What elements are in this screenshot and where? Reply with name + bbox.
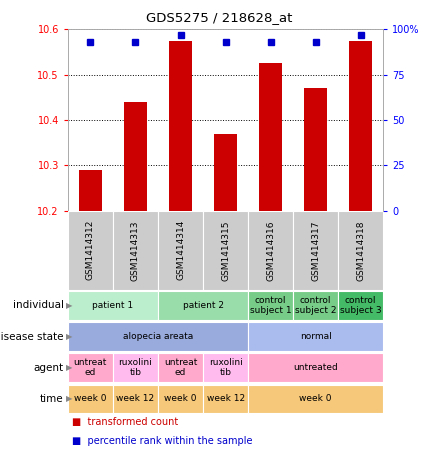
Text: week 0: week 0 [164, 395, 197, 404]
Bar [338, 291, 383, 320]
Bar [214, 134, 237, 211]
Bar [350, 41, 372, 211]
Text: ruxolini
tib: ruxolini tib [208, 358, 243, 377]
Text: GSM1414314: GSM1414314 [176, 220, 185, 280]
Bar [293, 291, 338, 320]
Bar [248, 353, 383, 382]
Text: week 12: week 12 [206, 395, 245, 404]
Bar [113, 211, 158, 290]
Text: disease state: disease state [0, 332, 64, 342]
Bar [259, 63, 282, 211]
Text: week 12: week 12 [117, 395, 155, 404]
Text: ▶: ▶ [66, 301, 72, 310]
Text: GDS5275 / 218628_at: GDS5275 / 218628_at [146, 11, 292, 24]
Bar [158, 211, 203, 290]
Bar [338, 211, 383, 290]
Text: ruxolini
tib: ruxolini tib [119, 358, 152, 377]
Bar [68, 211, 113, 290]
Text: control
subject 3: control subject 3 [340, 296, 381, 315]
Bar [68, 323, 248, 351]
Text: GSM1414318: GSM1414318 [356, 220, 365, 280]
Bar [158, 353, 203, 382]
Bar [248, 211, 293, 290]
Text: ▶: ▶ [66, 395, 72, 404]
Bar [203, 211, 248, 290]
Bar [248, 323, 383, 351]
Bar [113, 353, 158, 382]
Text: control
subject 1: control subject 1 [250, 296, 291, 315]
Text: untreated: untreated [293, 363, 338, 372]
Text: patient 1: patient 1 [92, 301, 134, 310]
Bar [169, 41, 192, 211]
Text: ■  transformed count: ■ transformed count [72, 417, 179, 427]
Text: untreat
ed: untreat ed [74, 358, 107, 377]
Text: GSM1414312: GSM1414312 [86, 220, 95, 280]
Bar [79, 170, 102, 211]
Text: ▶: ▶ [66, 363, 72, 372]
Bar [68, 353, 113, 382]
Bar [248, 291, 293, 320]
Bar [248, 385, 383, 413]
Bar [124, 102, 147, 211]
Bar [304, 88, 327, 211]
Text: untreat
ed: untreat ed [164, 358, 197, 377]
Text: ▶: ▶ [66, 332, 72, 341]
Text: GSM1414313: GSM1414313 [131, 220, 140, 280]
Bar [68, 385, 113, 413]
Text: normal: normal [300, 332, 332, 341]
Bar [68, 291, 158, 320]
Text: time: time [40, 394, 64, 404]
Bar [113, 385, 158, 413]
Text: agent: agent [33, 363, 64, 373]
Bar [203, 385, 248, 413]
Bar [203, 353, 248, 382]
Text: week 0: week 0 [300, 395, 332, 404]
Text: individual: individual [13, 300, 64, 310]
Bar [158, 385, 203, 413]
Text: control
subject 2: control subject 2 [295, 296, 336, 315]
Text: GSM1414316: GSM1414316 [266, 220, 275, 280]
Text: patient 2: patient 2 [183, 301, 223, 310]
Text: GSM1414317: GSM1414317 [311, 220, 320, 280]
Text: ■  percentile rank within the sample: ■ percentile rank within the sample [72, 436, 253, 446]
Text: week 0: week 0 [74, 395, 107, 404]
Text: alopecia areata: alopecia areata [123, 332, 193, 341]
Bar [158, 291, 248, 320]
Bar [293, 211, 338, 290]
Text: GSM1414315: GSM1414315 [221, 220, 230, 280]
